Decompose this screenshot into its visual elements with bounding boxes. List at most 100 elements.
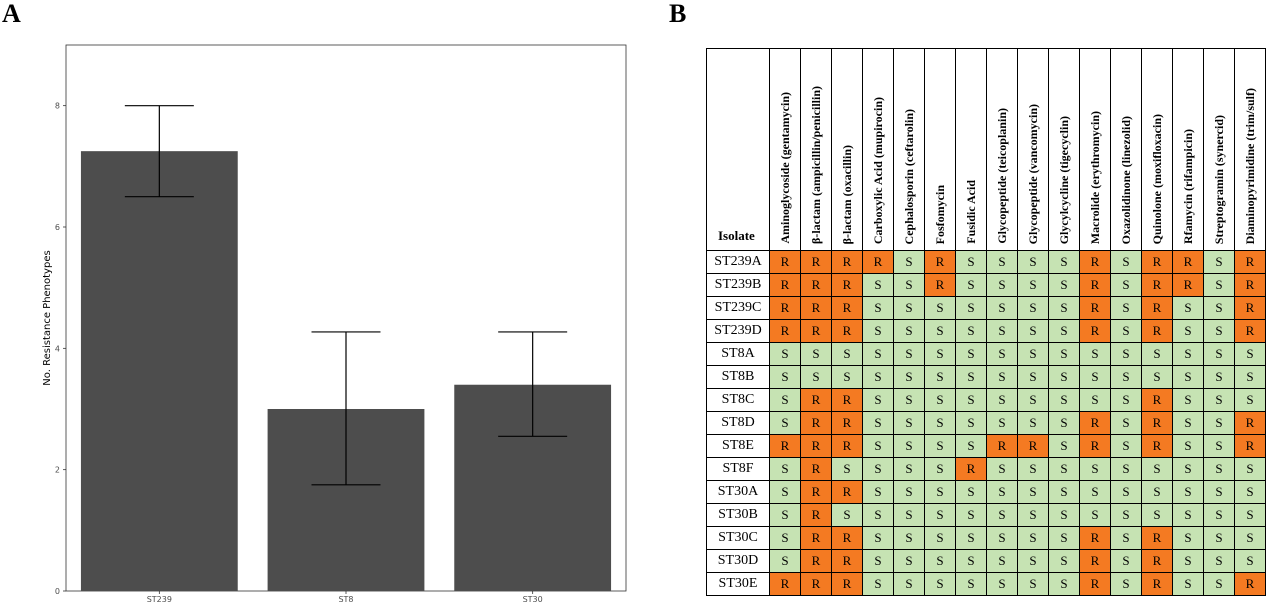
table-row: ST8E R R R S S S S R R S R S R S S R <box>706 434 1266 458</box>
susceptible-cell: S <box>769 480 801 504</box>
susceptible-cell: S <box>1017 273 1049 297</box>
susceptible-cell: S <box>1017 526 1049 550</box>
susceptible-cell: S <box>1110 549 1142 573</box>
resistant-cell: R <box>800 457 832 481</box>
resistant-cell: R <box>800 411 832 435</box>
susceptible-cell: S <box>1017 365 1049 389</box>
susceptible-cell: S <box>1110 526 1142 550</box>
susceptible-cell: S <box>924 572 956 596</box>
susceptible-cell: S <box>1048 296 1080 320</box>
susceptible-cell: S <box>924 319 956 343</box>
table-header-row: Isolate Aminoglycoside (gentamycin) β-lac… <box>706 48 1266 251</box>
susceptible-cell: S <box>955 273 987 297</box>
susceptible-cell: S <box>955 411 987 435</box>
susceptible-cell: S <box>1048 434 1080 458</box>
susceptible-cell: S <box>955 342 987 366</box>
susceptible-cell: S <box>893 434 925 458</box>
antibiotic-column-header: Diaminopyrimidine (trim/sulf) <box>1234 48 1266 251</box>
resistant-cell: R <box>800 480 832 504</box>
isolate-cell: ST30E <box>706 572 770 596</box>
resistant-cell: R <box>831 296 863 320</box>
susceptible-cell: S <box>769 503 801 527</box>
isolate-cell: ST8F <box>706 457 770 481</box>
susceptible-cell: S <box>1141 365 1173 389</box>
susceptible-cell: S <box>1172 434 1204 458</box>
susceptible-cell: S <box>1172 480 1204 504</box>
susceptible-cell: S <box>893 526 925 550</box>
antibiotic-label: Oxazolidinone (linezolid) <box>1119 115 1133 244</box>
isolate-cell: ST30C <box>706 526 770 550</box>
isolate-column-header: Isolate <box>706 48 770 251</box>
table-row: ST239B R R R S S R S S S S R S R R S R <box>706 273 1266 297</box>
resistant-cell: R <box>769 273 801 297</box>
susceptible-cell: S <box>893 319 925 343</box>
susceptible-cell: S <box>924 503 956 527</box>
resistant-cell: R <box>955 457 987 481</box>
x-tick-label: ST239 <box>147 595 172 604</box>
antibiotic-label: β-lactam (oxacillin) <box>840 144 854 244</box>
x-tick-label: ST30 <box>523 595 543 604</box>
resistant-cell: R <box>831 250 863 274</box>
susceptible-cell: S <box>986 319 1018 343</box>
resistant-cell: R <box>1234 319 1266 343</box>
y-axis-title: No. Resistance Phenotypes <box>42 250 53 385</box>
antibiotic-label: Rfamycin (rifampicin) <box>1181 129 1195 244</box>
resistant-cell: R <box>1234 296 1266 320</box>
susceptible-cell: S <box>1048 526 1080 550</box>
antibiotic-column-header: Macrolide (erythromycin) <box>1079 48 1111 251</box>
susceptible-cell: S <box>769 365 801 389</box>
isolate-cell: ST30A <box>706 480 770 504</box>
resistant-cell: R <box>831 526 863 550</box>
susceptible-cell: S <box>862 365 894 389</box>
susceptible-cell: S <box>1048 388 1080 412</box>
resistant-cell: R <box>924 273 956 297</box>
susceptible-cell: S <box>893 342 925 366</box>
resistant-cell: R <box>831 549 863 573</box>
susceptible-cell: S <box>1048 572 1080 596</box>
resistant-cell: R <box>1234 250 1266 274</box>
susceptible-cell: S <box>1017 319 1049 343</box>
resistant-cell: R <box>769 572 801 596</box>
susceptible-cell: S <box>862 549 894 573</box>
table-row: ST30E R R R S S S S S S S R S R S S R <box>706 572 1266 596</box>
susceptible-cell: S <box>1234 457 1266 481</box>
susceptible-cell: S <box>986 503 1018 527</box>
susceptible-cell: S <box>986 342 1018 366</box>
resistant-cell: R <box>831 319 863 343</box>
susceptible-cell: S <box>862 572 894 596</box>
susceptible-cell: S <box>1141 342 1173 366</box>
susceptible-cell: S <box>924 365 956 389</box>
susceptible-cell: S <box>986 549 1018 573</box>
susceptible-cell: S <box>1172 319 1204 343</box>
resistant-cell: R <box>1141 572 1173 596</box>
resistant-cell: R <box>800 434 832 458</box>
susceptible-cell: S <box>924 342 956 366</box>
susceptible-cell: S <box>1017 250 1049 274</box>
antibiotic-column-header: Glycopeptide (vancomycin) <box>1017 48 1049 251</box>
susceptible-cell: S <box>893 250 925 274</box>
resistant-cell: R <box>1079 250 1111 274</box>
antibiotic-column-header: Rfamycin (rifampicin) <box>1172 48 1204 251</box>
susceptible-cell: S <box>1079 480 1111 504</box>
susceptible-cell: S <box>1079 388 1111 412</box>
susceptible-cell: S <box>1048 273 1080 297</box>
resistant-cell: R <box>769 434 801 458</box>
table-row: ST8F S R S S S S R S S S S S S S S S <box>706 457 1266 481</box>
isolate-cell: ST8C <box>706 388 770 412</box>
susceptible-cell: S <box>1110 503 1142 527</box>
table-row: ST30D S R R S S S S S S S R S R S S S <box>706 549 1266 573</box>
resistant-cell: R <box>1172 273 1204 297</box>
susceptible-cell: S <box>1017 388 1049 412</box>
susceptible-cell: S <box>1110 273 1142 297</box>
susceptible-cell: S <box>1234 388 1266 412</box>
susceptible-cell: S <box>986 526 1018 550</box>
resistant-cell: R <box>831 388 863 412</box>
susceptible-cell: S <box>955 365 987 389</box>
susceptible-cell: S <box>831 365 863 389</box>
resistant-cell: R <box>1141 273 1173 297</box>
susceptible-cell: S <box>769 526 801 550</box>
susceptible-cell: S <box>862 342 894 366</box>
susceptible-cell: S <box>1110 411 1142 435</box>
susceptible-cell: S <box>986 480 1018 504</box>
susceptible-cell: S <box>955 250 987 274</box>
